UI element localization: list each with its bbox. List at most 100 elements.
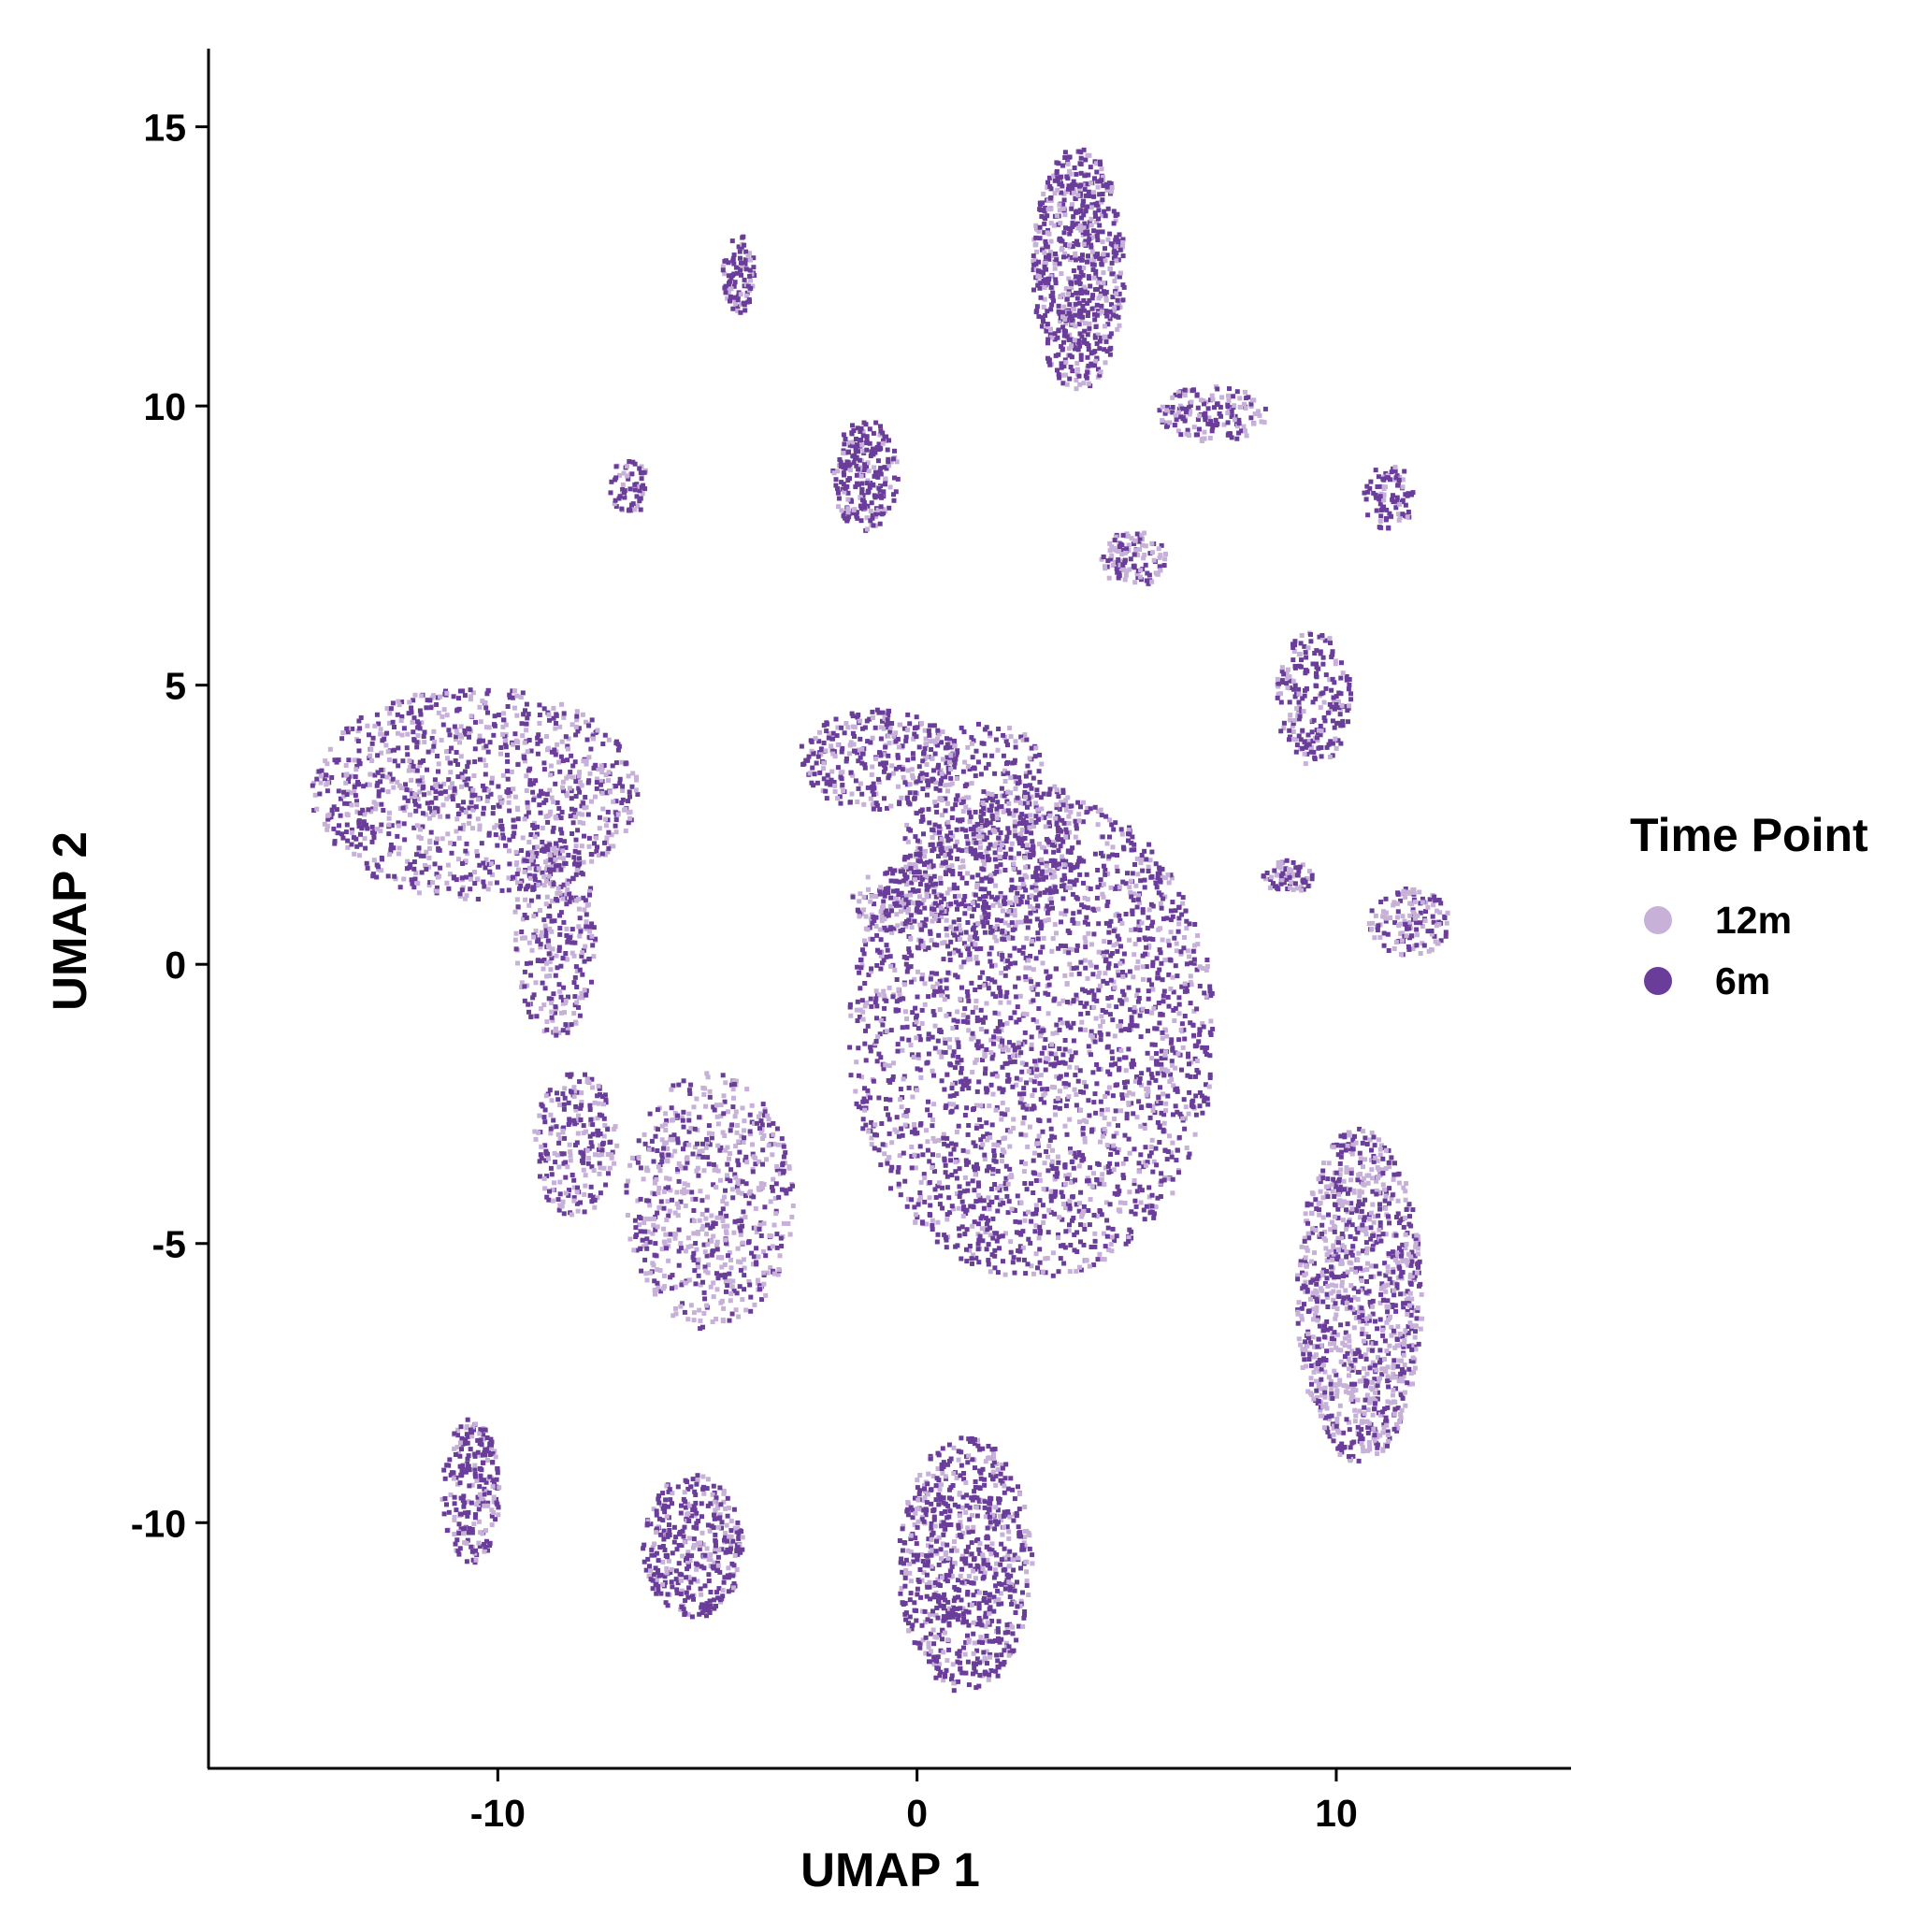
- point-12m: [506, 875, 512, 881]
- point-6m: [972, 1106, 976, 1111]
- point-6m: [880, 1022, 886, 1028]
- point-12m: [1103, 1200, 1109, 1205]
- point-12m: [1079, 317, 1085, 323]
- point-6m: [575, 728, 581, 734]
- point-12m: [1063, 1181, 1068, 1187]
- point-12m: [384, 774, 390, 780]
- point-6m: [1070, 224, 1075, 229]
- point-6m: [1126, 1136, 1132, 1142]
- point-12m: [1135, 965, 1140, 971]
- point-6m: [1109, 951, 1115, 956]
- point-12m: [1151, 1005, 1157, 1011]
- point-6m: [992, 857, 998, 862]
- point-6m: [1021, 884, 1027, 889]
- point-12m: [324, 823, 330, 829]
- point-6m: [1086, 1177, 1091, 1183]
- point-6m: [1122, 1132, 1128, 1138]
- point-6m: [973, 809, 978, 815]
- point-6m: [400, 805, 406, 811]
- point-6m: [567, 899, 572, 904]
- point-6m: [1023, 1271, 1029, 1276]
- point-6m: [915, 1131, 920, 1136]
- point-12m: [999, 1028, 1004, 1033]
- point-6m: [1096, 921, 1102, 927]
- point-12m: [546, 712, 552, 717]
- point-12m: [883, 1062, 888, 1068]
- point-6m: [593, 936, 598, 942]
- point-12m: [570, 950, 575, 956]
- point-6m: [486, 832, 492, 838]
- point-12m: [627, 815, 633, 821]
- point-12m: [1063, 321, 1068, 326]
- point-6m: [880, 710, 886, 715]
- point-6m: [897, 879, 902, 885]
- point-6m: [943, 1162, 948, 1168]
- point-6m: [988, 808, 993, 814]
- point-6m: [994, 1231, 1000, 1236]
- point-6m: [586, 778, 592, 784]
- point-6m: [374, 874, 380, 880]
- point-6m: [462, 728, 468, 733]
- point-12m: [988, 1037, 994, 1043]
- point-6m: [1132, 1009, 1137, 1015]
- point-6m: [1175, 1147, 1180, 1153]
- point-12m: [396, 851, 401, 857]
- point-6m: [1132, 847, 1137, 853]
- point-6m: [1032, 754, 1038, 759]
- point-6m: [976, 1260, 982, 1265]
- point-6m: [561, 711, 567, 716]
- point-6m: [417, 726, 423, 731]
- point-6m: [962, 1006, 968, 1012]
- point-12m: [559, 701, 564, 707]
- point-12m: [1082, 1135, 1088, 1141]
- point-12m: [438, 694, 442, 699]
- point-12m: [873, 924, 879, 929]
- point-6m: [1021, 1091, 1027, 1097]
- point-12m: [850, 724, 856, 729]
- point-12m: [570, 774, 576, 780]
- point-12m: [918, 1074, 924, 1080]
- point-6m: [577, 916, 583, 921]
- point-6m: [984, 818, 989, 823]
- point-6m: [1003, 994, 1009, 1000]
- point-6m: [357, 811, 363, 816]
- point-6m: [1031, 874, 1036, 880]
- point-12m: [1114, 285, 1119, 291]
- point-6m: [958, 1079, 963, 1085]
- point-6m: [526, 883, 531, 888]
- point-12m: [1102, 1127, 1107, 1132]
- point-12m: [909, 767, 915, 772]
- point-6m: [988, 730, 993, 736]
- point-12m: [1139, 920, 1145, 926]
- point-6m: [469, 800, 474, 805]
- point-12m: [868, 796, 873, 801]
- point-6m: [1041, 876, 1046, 882]
- point-12m: [379, 750, 384, 756]
- point-6m: [1093, 964, 1099, 970]
- point-12m: [832, 754, 838, 759]
- point-6m: [965, 946, 971, 952]
- point-6m: [979, 1044, 985, 1049]
- point-12m: [967, 819, 973, 825]
- point-6m: [1018, 734, 1024, 740]
- point-6m: [524, 915, 529, 920]
- point-6m: [1109, 1049, 1115, 1055]
- point-6m: [956, 847, 961, 853]
- point-6m: [925, 1147, 930, 1153]
- point-12m: [910, 775, 916, 781]
- point-12m: [475, 876, 481, 882]
- point-6m: [1146, 988, 1151, 994]
- point-12m: [1050, 936, 1056, 942]
- point-12m: [423, 863, 427, 868]
- point-12m: [973, 942, 978, 947]
- point-6m: [1129, 840, 1134, 845]
- point-6m: [570, 820, 576, 826]
- point-12m: [1088, 959, 1093, 965]
- point-6m: [578, 929, 584, 934]
- point-12m: [821, 766, 826, 771]
- point-12m: [1017, 993, 1023, 999]
- point-6m: [524, 814, 529, 819]
- point-6m: [1132, 1023, 1137, 1029]
- point-6m: [843, 758, 849, 764]
- point-6m: [884, 1097, 888, 1102]
